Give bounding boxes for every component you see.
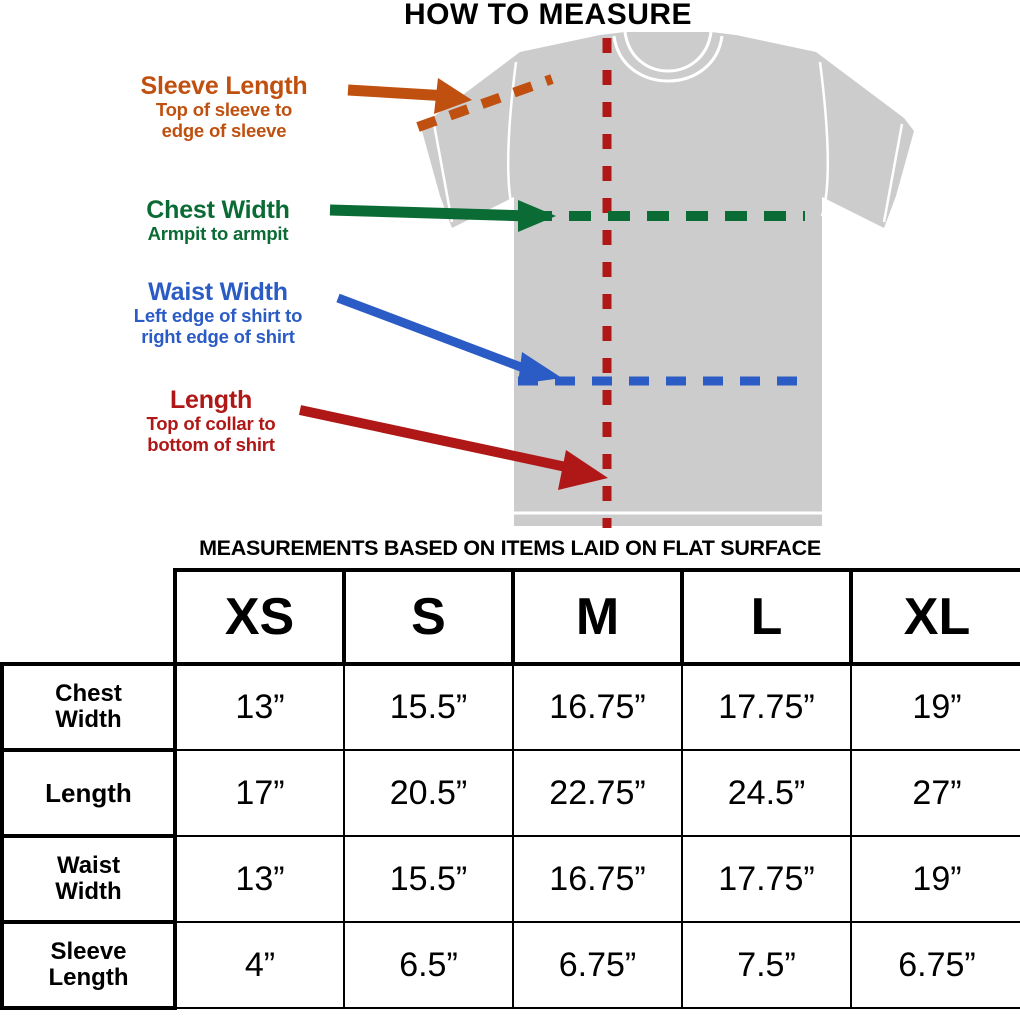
measurement-diagram: HOW TO MEASURE Sleeve Length Top of slee… — [96, 0, 914, 528]
cell-length-xl: 27” — [850, 749, 1020, 837]
column-header-s: S — [342, 568, 515, 666]
tshirt-right-armhole-seam — [818, 61, 830, 217]
callout-waist-width: Waist Width Left edge of shirt to right … — [96, 278, 340, 347]
table-row: Sleeve Length 4” 6.5” 6.75” 7.5” 6.75” — [0, 920, 1020, 1010]
callout-waist-sub-line1: Left edge of shirt to — [133, 305, 303, 326]
callout-length-sub-line2: bottom of shirt — [147, 433, 275, 455]
callout-chest-width: Chest Width Armpit to armpit — [110, 196, 326, 245]
cell-waist-width-s: 15.5” — [343, 835, 514, 923]
chest-arrow — [329, 200, 556, 232]
callout-waist-title: Waist Width — [148, 278, 288, 306]
callout-sleeve-sub-line2: edge of sleeve — [161, 119, 287, 141]
cell-chest-width-s: 15.5” — [343, 663, 514, 751]
table-corner-cell — [2, 570, 175, 664]
tshirt-left-cuff-seam — [432, 123, 454, 223]
tshirt-illustration — [422, 31, 914, 526]
row-label-line2: Length — [48, 964, 129, 991]
callout-sleeve-sub-line1: Top of sleeve to — [155, 99, 293, 120]
column-header-m: M — [511, 568, 684, 666]
cell-chest-width-m: 16.75” — [512, 663, 683, 751]
cell-waist-width-l: 17.75” — [681, 835, 852, 923]
row-label-line1: Length — [45, 777, 132, 808]
tshirt-body-shape — [422, 32, 914, 512]
table-row: Length 17” 20.5” 22.75” 24.5” 27” — [0, 748, 1020, 838]
column-header-l: L — [680, 568, 853, 666]
length-arrow — [298, 405, 608, 490]
column-header-xl: XL — [849, 568, 1020, 666]
cell-waist-width-m: 16.75” — [512, 835, 683, 923]
cell-length-l: 24.5” — [681, 749, 852, 837]
callout-length: Length Top of collar to bottom of shirt — [100, 386, 322, 455]
callout-sleeve-length: Sleeve Length Top of sleeve to edge of s… — [100, 72, 348, 141]
table-header-row: XS S M L XL — [2, 568, 1020, 666]
callout-chest-title: Chest Width — [146, 196, 290, 224]
cell-sleeve-length-s: 6.5” — [343, 921, 514, 1009]
cell-sleeve-length-xl: 6.75” — [850, 921, 1020, 1009]
row-label-chest-width: Chest Width — [0, 662, 177, 752]
waist-arrow — [336, 293, 562, 384]
cell-sleeve-length-m: 6.75” — [512, 921, 683, 1009]
cell-length-m: 22.75” — [512, 749, 683, 837]
tshirt-collar-inner — [612, 35, 724, 83]
size-chart-table: XS S M L XL Chest Width 13” 15.5” 16.75”… — [0, 568, 1020, 1010]
callout-length-title: Length — [169, 386, 253, 414]
column-header-xs: XS — [173, 568, 346, 666]
cell-waist-width-xl: 19” — [850, 835, 1020, 923]
row-label-length: Length — [0, 748, 177, 838]
table-row: Waist Width 13” 15.5” 16.75” 17.75” 19” — [0, 834, 1020, 924]
tshirt-right-cuff-seam — [882, 123, 904, 223]
tshirt-diagram-svg — [298, 31, 914, 528]
row-label-line1: Waist — [56, 852, 121, 880]
callout-waist-sub-line2: right edge of shirt — [141, 325, 295, 347]
row-label-line2: Width — [55, 706, 122, 733]
row-label-line1: Sleeve — [50, 938, 127, 966]
row-label-line1: Chest — [55, 680, 122, 708]
callout-sleeve-title: Sleeve Length — [140, 72, 308, 100]
callout-length-sub-line1: Top of collar to — [146, 413, 276, 434]
cell-chest-width-xl: 19” — [850, 663, 1020, 751]
flat-surface-banner: MEASUREMENTS BASED ON ITEMS LAID ON FLAT… — [199, 536, 821, 560]
cell-sleeve-length-l: 7.5” — [681, 921, 852, 1009]
cell-chest-width-l: 17.75” — [681, 663, 852, 751]
sleeve-dashed-guide — [416, 74, 554, 132]
cell-chest-width-xs: 13” — [174, 663, 345, 751]
page-title: HOW TO MEASURE — [403, 0, 693, 31]
tshirt-collar-outer — [623, 31, 713, 73]
row-label-line2: Width — [55, 878, 122, 905]
tshirt-hem-band — [514, 512, 822, 526]
row-label-sleeve-length: Sleeve Length — [0, 920, 177, 1010]
cell-sleeve-length-xs: 4” — [174, 921, 345, 1009]
cell-waist-width-xs: 13” — [174, 835, 345, 923]
cell-length-s: 20.5” — [343, 749, 514, 837]
row-label-waist-width: Waist Width — [0, 834, 177, 924]
sleeve-arrow — [347, 78, 472, 114]
table-row: Chest Width 13” 15.5” 16.75” 17.75” 19” — [0, 662, 1020, 752]
cell-length-xs: 17” — [174, 749, 345, 837]
callout-chest-sub-line1: Armpit to armpit — [147, 223, 289, 244]
